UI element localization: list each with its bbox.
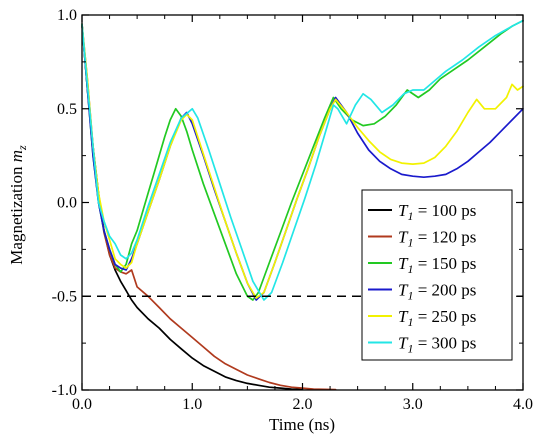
legend-sub: 1 — [407, 342, 413, 356]
legend-label-1: T1 = 120 ps — [398, 228, 476, 250]
legend-var: T — [398, 281, 409, 300]
legend-box — [361, 189, 513, 361]
legend-value: = 200 ps — [413, 281, 476, 300]
x-tick-label: 0.0 — [72, 396, 92, 413]
y-axis-title-var: m — [7, 150, 26, 162]
x-tick-label: 1.0 — [182, 396, 202, 413]
legend-sub: 1 — [407, 209, 413, 223]
legend-sub: 1 — [407, 236, 413, 250]
legend-sub: 1 — [407, 289, 413, 303]
legend-value: = 100 ps — [413, 201, 476, 220]
legend-label-2: T1 = 150 ps — [398, 254, 476, 276]
series-line-5 — [81, 19, 524, 301]
legend-var: T — [398, 307, 409, 326]
legend-var: T — [398, 254, 409, 273]
series-line-4 — [81, 23, 524, 299]
x-axis-title: Time (ns) — [269, 415, 335, 434]
x-tick-label: 2.0 — [293, 396, 313, 413]
legend-sub: 1 — [407, 262, 413, 276]
y-tick-label: 0.5 — [57, 101, 77, 118]
series-line-1 — [81, 23, 337, 391]
legend-sub: 1 — [407, 315, 413, 329]
y-tick-label: 1.0 — [57, 7, 77, 24]
series-line-0 — [81, 23, 304, 391]
legend-var: T — [398, 334, 409, 353]
y-tick-label: -0.5 — [52, 288, 77, 305]
legend-value: = 150 ps — [413, 254, 476, 273]
y-axis-title-main: Magnetization — [7, 162, 26, 264]
y-axis-title-sub: z — [15, 145, 29, 151]
y-axis-title: Magnetization mz — [7, 145, 29, 265]
legend-var: T — [398, 228, 409, 247]
tick-layer: 0.0 1.0 2.0 3.0 4.0 1.0 0.5 0.0 -0.5 -1.0 — [52, 7, 533, 413]
legend-label-4: T1 = 250 ps — [398, 307, 476, 329]
legend-value: = 300 ps — [413, 334, 476, 353]
y-tick-label: 0.0 — [57, 195, 77, 212]
x-tick-label: 3.0 — [403, 396, 423, 413]
legend-value: = 250 ps — [413, 307, 476, 326]
y-tick-label: -1.0 — [52, 382, 77, 399]
legend-label-0: T1 = 100 ps — [398, 201, 476, 223]
legend-value: = 120 ps — [413, 228, 476, 247]
legend-label-3: T1 = 200 ps — [398, 281, 476, 303]
legend-label-5: T1 = 300 ps — [398, 334, 476, 356]
x-tick-label: 4.0 — [513, 396, 533, 413]
legend-var: T — [398, 201, 409, 220]
